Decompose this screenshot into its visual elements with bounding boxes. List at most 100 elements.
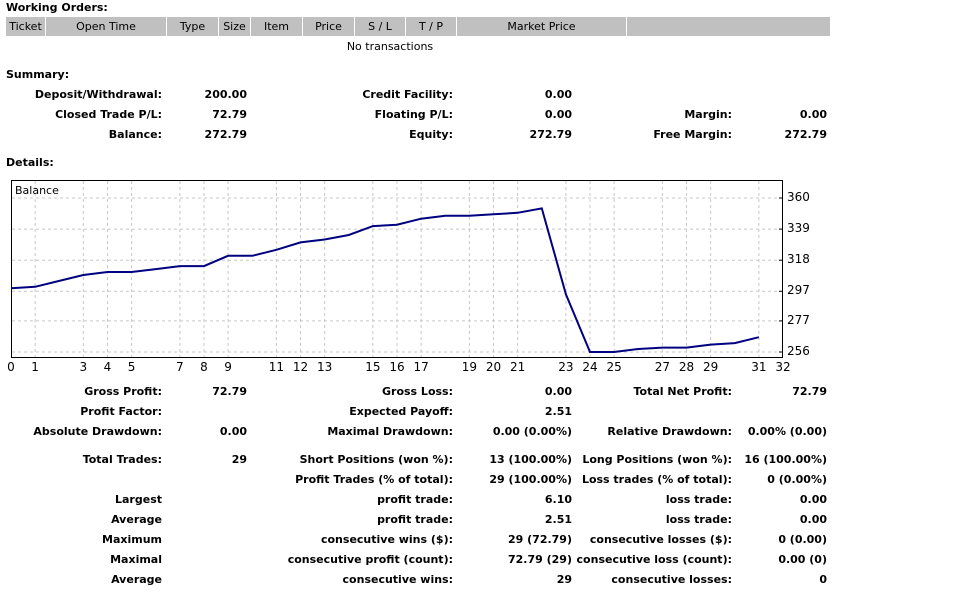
chart-title: Balance [15,184,59,197]
details-label: Relative Drawdown: [607,425,732,438]
x-tick-label: 24 [582,360,598,374]
working-orders-title: Working Orders: [6,1,108,14]
col-tp[interactable]: T / P [406,17,457,36]
orders-empty-text: No transactions [346,40,434,53]
x-tick-label: 12 [292,360,309,374]
x-tick-label: 7 [176,360,184,374]
details-label: Maximum [102,533,162,546]
summary-label: Floating P/L: [374,108,453,121]
details-value: 0.00% (0.00) [747,425,827,438]
chart-grid [12,181,783,357]
details-label: consecutive wins: [342,573,453,586]
x-tick-label: 3 [79,360,88,374]
details-label: Gross Profit: [84,385,162,398]
details-label: consecutive loss (count): [576,553,732,566]
y-tick-label: 256 [787,344,810,358]
summary-value: 272.79 [204,128,247,141]
col-market-price[interactable]: Market Price [457,17,627,36]
details-value: 2.51 [544,513,572,526]
x-tick-label: 23 [558,360,574,374]
col-type[interactable]: Type [167,17,219,36]
details-label: loss trade: [665,513,732,526]
col-ticket[interactable]: Ticket [6,17,46,36]
details-value: 0.00 [799,513,827,526]
details-label: Average [111,513,162,526]
details-label: Total Trades: [82,453,162,466]
details-label: profit trade: [377,493,453,506]
details-label: Maximal Drawdown: [327,425,453,438]
summary-value: 200.00 [204,88,247,101]
x-tick-label: 8 [200,360,208,374]
details-value: 2.51 [544,405,572,418]
summary-label: Credit Facility: [362,88,453,101]
details-label: consecutive losses ($): [589,533,732,546]
details-label: Expected Payoff: [349,405,453,418]
x-tick-label: 5 [127,360,136,374]
x-tick-label: 11 [268,360,285,374]
summary-label: Balance: [108,128,162,141]
details-label: Gross Loss: [382,385,453,398]
col-price[interactable]: Price [303,17,355,36]
col-open-time[interactable]: Open Time [46,17,167,36]
details-label: consecutive losses: [611,573,732,586]
x-tick-label: 17 [413,360,429,374]
details-label: Long Positions (won %): [582,453,732,466]
x-tick-label: 9 [224,360,232,374]
details-value: 72.79 [792,385,827,398]
balance-line [11,207,760,353]
details-value: 16 (100.00%) [744,453,827,466]
details-label: Average [111,573,162,586]
details-value: 0.00 (0.00%) [492,425,572,438]
x-tick-label: 15 [365,360,381,374]
y-tick-label: 318 [787,252,810,267]
details-value: 0.00 [219,425,247,438]
details-value: 0.00 [544,385,572,398]
details-label: loss trade: [665,493,732,506]
details-label: profit trade: [377,513,453,526]
details-value: 29 (100.00%) [489,473,572,486]
summary-label: Free Margin: [653,128,732,141]
details-label: Profit Trades (% of total): [295,473,453,486]
x-tick-label: 21 [509,360,526,374]
col-item[interactable]: Item [251,17,303,36]
summary-value: 0.00 [544,88,572,101]
details-value: 0 [819,573,827,586]
summary-label: Equity: [409,128,453,141]
x-tick-label: 13 [316,360,333,374]
x-tick-label: 25 [606,360,622,374]
x-tick-label: 32 [775,360,791,374]
summary-label: Margin: [684,108,732,121]
x-tick-label: 0 [7,360,15,374]
details-value: 0 (0.00) [778,533,827,546]
summary-value: 272.79 [529,128,572,141]
details-value: 29 [556,573,572,586]
details-value: 29 (72.79) [508,533,572,546]
col-size[interactable]: Size [219,17,251,36]
chart-series [11,207,760,353]
summary-value: 0.00 [544,108,572,121]
details-label: consecutive wins ($): [320,533,453,546]
summary-value: 272.79 [784,128,827,141]
x-tick-label: 20 [485,360,502,374]
details-value: 0 (0.00%) [767,473,827,486]
col-sl[interactable]: S / L [355,17,406,36]
balance-chart: Balance [11,180,783,358]
details-label: Total Net Profit: [633,385,733,398]
details-label: Absolute Drawdown: [33,425,162,438]
details-value: 29 [231,453,247,466]
summary-label: Deposit/Withdrawal: [34,88,162,101]
details-value: 0.00 (0) [778,553,827,566]
y-tick-label: 339 [787,221,810,236]
details-value: 6.10 [544,493,572,506]
y-tick-label: 297 [787,283,810,298]
y-tick-label: 360 [787,190,810,204]
details-value: 13 (100.00%) [489,453,572,466]
x-tick-label: 28 [678,360,695,374]
x-tick-label: 31 [751,360,767,374]
x-tick-label: 29 [702,360,719,374]
col-extra [627,17,830,36]
x-tick-label: 27 [654,360,671,374]
details-label: Maximal [110,553,162,566]
details-title: Details: [6,156,54,169]
summary-label: Closed Trade P/L: [55,108,162,121]
